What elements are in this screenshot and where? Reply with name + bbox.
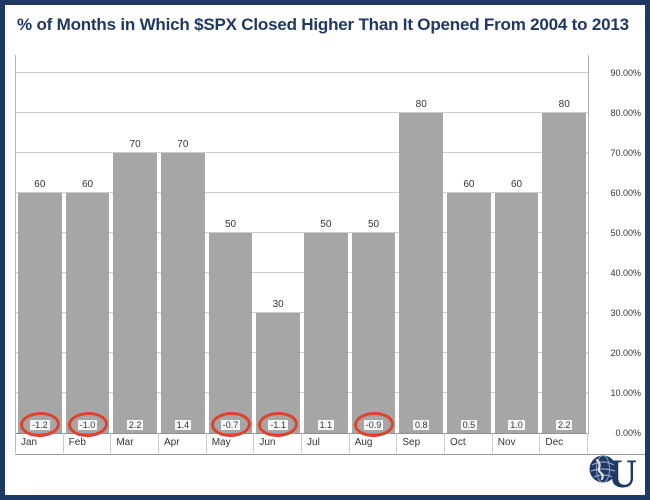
bar-value-label: 50 [320,219,332,230]
bar-slot: 60 -1.2 [16,55,64,438]
open-close-diff-label: 1.4 [174,420,192,430]
bar-slot: 50 -0.7 [207,55,255,438]
y-tick-label: 30.00% [610,308,641,318]
gridline [16,392,588,393]
bar-value-label: 50 [367,219,380,230]
bar-slot: 80 0.8 [397,55,445,433]
gridline [16,112,588,113]
bar [351,233,396,433]
open-close-diff-label: 2.2 [555,420,573,430]
gridline [16,352,588,353]
plot-area: 60 -1.2 60 -1.0 70 2.2 70 1.4 50 -0.7 30 -1.1 50 1.1 5… [15,55,589,438]
month-label: May [207,433,255,453]
gridline [16,72,588,73]
y-tick-label: 10.00% [610,388,641,398]
y-tick-label: 50.00% [610,228,641,238]
bar-slot: 60 0.5 [445,55,493,433]
bar [161,153,205,433]
bar-value-label: 60 [463,179,475,190]
month-label: Nov [493,433,541,453]
y-tick-label: 70.00% [610,148,641,158]
bar-value-label: 60 [34,179,46,190]
month-row: Jan Feb Mar Apr May Jun Jul Aug Sep Oct Nov Dec [15,433,589,453]
bar [65,193,110,433]
globe-icon [588,454,618,489]
bar-slot: 70 2.2 [111,55,159,433]
bar [304,233,348,433]
bar-slot: 60 -1.0 [64,55,112,438]
bar-value-label: 70 [177,139,189,150]
bar-value-label: 30 [272,299,284,310]
bar-value-label: 50 [224,219,237,230]
open-close-diff-label: 0.8 [412,420,430,430]
open-close-diff-label: -1.2 [30,420,50,430]
y-axis: 0.00% 10.00% 20.00% 30.00% 40.00% 50.00% 60.00… [591,55,645,438]
bar-slot: 50 -0.9 [350,55,398,438]
month-label: Apr [159,433,207,453]
bar-value-label: 70 [129,139,141,150]
y-tick-label: 60.00% [610,188,641,198]
open-close-diff-label: -1.1 [268,420,288,430]
bar [542,113,587,433]
slots: 60 -1.2 60 -1.0 70 2.2 70 1.4 50 -0.7 30 -1.1 50 1.1 5… [16,55,588,438]
bar-slot: 50 1.1 [302,55,350,433]
open-close-diff-label: 0.5 [460,420,478,430]
month-label: Dec [540,433,589,453]
open-close-diff-label: -0.9 [363,420,384,430]
month-label: Jun [254,433,303,453]
y-tick-label: 80.00% [610,108,641,118]
month-label: Mar [111,433,160,453]
month-label: Jan [16,433,64,453]
bar [113,153,158,433]
open-close-diff-label: 1.0 [508,420,525,430]
month-label: Oct [445,433,493,453]
bar-slot: 80 2.2 [540,55,588,433]
gridline [16,272,588,273]
month-label: Sep [397,433,446,453]
bar [208,233,253,433]
bar-value-label: 60 [510,179,523,190]
y-tick-label: 0.00% [615,428,641,438]
bar [447,193,491,433]
bottom-rule [15,454,645,455]
month-label: Feb [64,433,112,453]
logo: U [588,449,637,494]
bar [256,313,301,433]
y-tick-label: 20.00% [610,348,641,358]
gridline [16,312,588,313]
bar [399,113,444,433]
chart: 60 -1.2 60 -1.0 70 2.2 70 1.4 50 -0.7 30 -1.1 50 1.1 5… [15,55,645,455]
open-close-diff-label: -0.7 [220,420,241,430]
bar-slot: 60 1.0 [493,55,541,433]
y-tick-label: 90.00% [610,68,641,78]
open-close-diff-label: 2.2 [126,420,144,430]
bar-value-label: 80 [558,99,570,110]
open-close-diff-label: 1.1 [317,420,335,430]
bar [18,193,62,433]
month-label: Jul [302,433,350,453]
open-close-diff-label: -1.0 [77,420,98,430]
bar-value-label: 80 [415,99,427,110]
y-tick-label: 40.00% [610,268,641,278]
gridline [16,192,588,193]
gridline [16,152,588,153]
month-label: Aug [350,433,398,453]
chart-title: % of Months in Which $SPX Closed Higher … [17,15,629,34]
gridline [16,232,588,233]
bar-slot: 30 -1.1 [254,55,302,438]
bar [494,193,539,433]
bar-value-label: 60 [81,179,94,190]
bar-slot: 70 1.4 [159,55,207,433]
